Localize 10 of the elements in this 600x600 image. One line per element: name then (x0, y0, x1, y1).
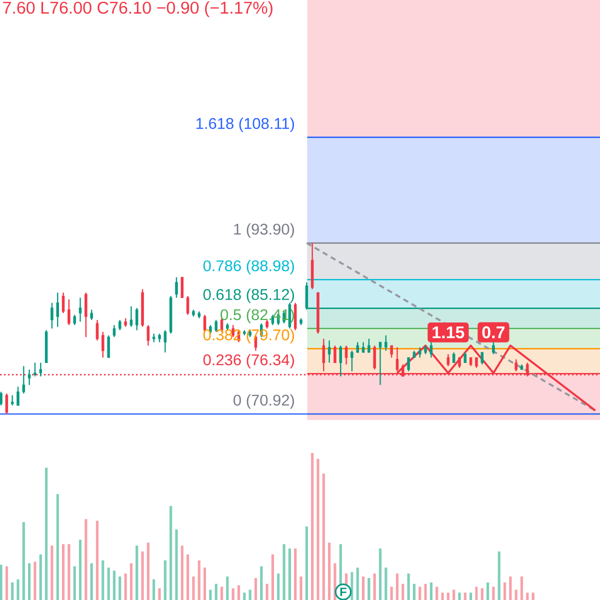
ref-line-label: 0.618 (85.12) (203, 288, 294, 304)
ref-line-label: 0.786 (88.98) (203, 260, 294, 274)
ref-line-label: 1.618 (108.11) (196, 118, 294, 132)
annotation: 0.7 (482, 326, 505, 338)
ref-line-label: 1 (93.90) (234, 223, 294, 238)
ref-line-label: 0 (70.92) (234, 394, 294, 409)
annotation: F (340, 588, 346, 596)
annotation: 1.15 (432, 326, 464, 338)
text: 7.60 L76.00 C76.10 −0.90 (−1.17%) (3, 1, 272, 18)
ref-line-label: 0.236 (76.34) (203, 354, 294, 368)
